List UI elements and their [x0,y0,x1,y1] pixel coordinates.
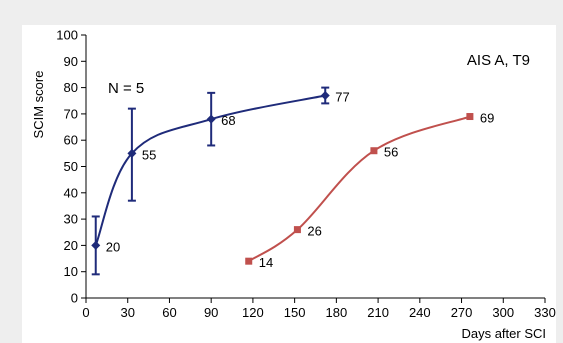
annotation-injury-level: AIS A, T9 [467,52,530,69]
chart-frame [22,25,556,343]
data-label: 14 [259,255,273,270]
data-point [206,114,216,124]
x-tick-label: 30 [120,305,134,320]
data-point [127,148,137,158]
y-tick-label: 70 [64,106,78,121]
y-tick-label: 10 [64,264,78,279]
x-tick-label: 90 [204,305,218,320]
x-tick-label: 0 [82,305,89,320]
data-point [370,147,378,155]
data-label: 20 [106,239,120,254]
data-label: 68 [221,113,235,128]
series: 20 55 68 77 14 26 56 69 [91,86,494,276]
y-tick-label: 90 [64,54,78,69]
tick-labels: 0 10 20 30 40 50 60 70 80 90 100 0 30 60 90 120 150 180 21… [56,28,556,321]
data-point [320,90,330,100]
series-line [248,115,471,263]
x-tick-label: 120 [242,305,264,320]
series-1: 20 55 68 77 [91,86,350,276]
y-tick-label: 50 [64,159,78,174]
x-axis-title: Days after SCI [461,326,546,341]
x-tick-label: 60 [162,305,176,320]
data-label: 77 [335,89,349,104]
y-tick-label: 30 [64,212,78,227]
x-tick-label: 330 [534,305,556,320]
x-tick-label: 150 [284,305,306,320]
data-point [293,226,301,234]
y-tick-label: 80 [64,80,78,95]
x-tick-label: 270 [451,305,473,320]
data-label: 56 [384,145,398,160]
data-label: 55 [142,147,156,162]
data-label: 69 [480,111,494,126]
data-label: 26 [307,224,321,239]
series-line [94,94,326,246]
x-tick-label: 180 [326,305,348,320]
y-tick-label: 60 [64,133,78,148]
x-tick-label: 210 [367,305,389,320]
x-tick-label: 300 [492,305,514,320]
y-tick-label: 20 [64,238,78,253]
data-point [91,240,101,250]
data-point [466,113,474,121]
y-tick-label: 40 [64,185,78,200]
y-tick-label: 0 [71,291,78,306]
data-point [245,257,253,265]
x-tick-label: 240 [409,305,431,320]
series-2: 14 26 56 69 [245,111,494,270]
y-tick-label: 100 [56,28,78,43]
y-axis-title: SCIM score [31,71,46,139]
annotation-sample-size: N = 5 [108,80,144,97]
axes [81,34,546,303]
